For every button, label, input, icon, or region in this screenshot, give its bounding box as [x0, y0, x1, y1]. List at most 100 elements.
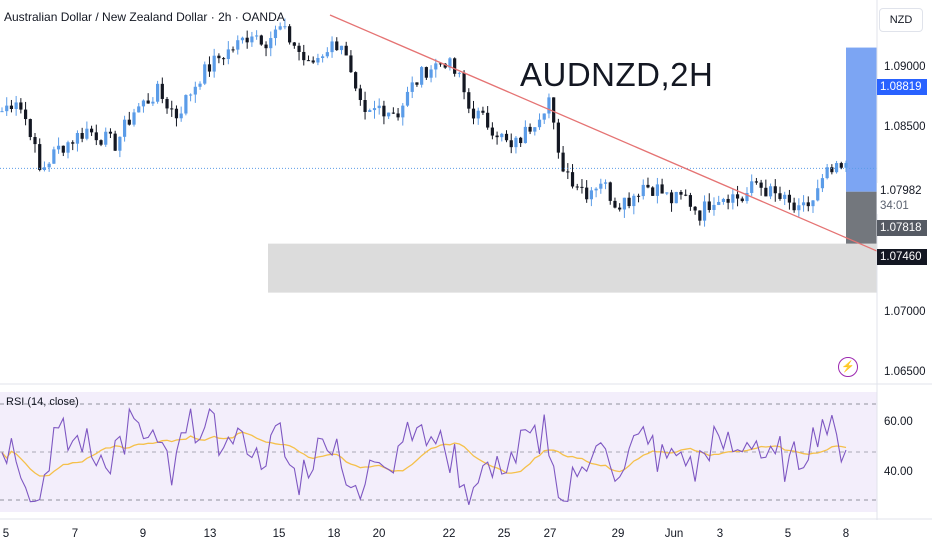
candle-body: [556, 122, 560, 153]
candle-body: [127, 119, 131, 125]
candle-body: [184, 95, 188, 114]
candle-body: [189, 94, 193, 96]
price-tick: 1.06500: [884, 366, 926, 378]
time-label: 13: [203, 528, 217, 540]
candle-body: [382, 105, 386, 117]
currency-button[interactable]: NZD: [879, 8, 923, 32]
candle-body: [717, 201, 721, 205]
candle-body: [424, 67, 428, 78]
candle-body: [344, 45, 348, 56]
candle-body: [613, 200, 617, 208]
candle-body: [834, 163, 839, 173]
candle-body: [415, 82, 419, 85]
candle-body: [75, 133, 80, 144]
candle-body: [179, 113, 183, 119]
candle-body: [349, 55, 353, 73]
candle-body: [490, 127, 494, 136]
candle-body: [467, 92, 471, 109]
candle-body: [42, 167, 47, 170]
time-label: 9: [139, 528, 147, 540]
candle-body: [396, 113, 400, 118]
candle-body: [23, 109, 28, 120]
candle-body: [481, 110, 485, 113]
candle-body: [438, 63, 443, 65]
candle-body: [448, 58, 452, 68]
candle-body: [302, 51, 306, 61]
candle-body: [486, 112, 490, 128]
candle-body: [519, 137, 523, 144]
candle-body: [462, 72, 466, 93]
time-label: 15: [272, 528, 286, 540]
candle-body: [712, 204, 716, 210]
descending-trendline: [329, 14, 878, 252]
candle-body: [844, 162, 848, 168]
last-price-tag: 1.07982: [877, 183, 927, 199]
lightning-bolt-icon[interactable]: ⚡: [838, 357, 858, 377]
candle-body: [363, 100, 367, 112]
candle-body: [504, 133, 509, 141]
candle-body: [339, 45, 344, 51]
candle-body: [99, 140, 103, 145]
candle-body: [698, 210, 702, 221]
candle-body: [306, 60, 311, 62]
candle-body: [311, 60, 315, 63]
candle-body: [684, 194, 688, 196]
time-label: 18: [327, 528, 341, 540]
candle-body: [476, 110, 480, 119]
candle-body: [316, 57, 320, 63]
candle-body: [773, 186, 777, 194]
candle-body: [688, 195, 693, 207]
price-tick: 1.07000: [884, 306, 926, 318]
candle-body: [259, 35, 263, 45]
candle-body: [325, 52, 329, 57]
rsi-line: [1, 407, 847, 505]
candle-body: [387, 112, 391, 117]
rsi-plot: [0, 403, 877, 505]
candle-body: [132, 112, 136, 125]
candle-body: [702, 201, 707, 221]
candle-body: [679, 191, 683, 195]
candle-body: [297, 45, 301, 52]
candle-body: [754, 181, 759, 183]
candle-body: [669, 192, 674, 204]
rsi-tick: 60.00: [884, 416, 913, 428]
candle-body: [523, 126, 527, 144]
candle-body: [646, 184, 650, 188]
candle-body: [594, 188, 598, 191]
time-label: 27: [543, 528, 557, 540]
candle-body: [641, 184, 645, 197]
candle-body: [330, 41, 334, 53]
candle-body: [618, 207, 622, 210]
candle-body: [627, 197, 631, 207]
candle-body: [674, 191, 678, 204]
candle-body: [500, 133, 504, 138]
candle-body: [608, 182, 612, 201]
candle-body: [391, 112, 395, 114]
candle-body: [603, 182, 608, 184]
time-label: Jun: [664, 528, 684, 540]
candle-body: [198, 83, 202, 87]
rsi-label[interactable]: RSI (14, close): [6, 396, 79, 408]
candle-body: [160, 83, 164, 99]
candle-body: [335, 41, 339, 51]
time-label: 7: [71, 528, 79, 540]
candle-body: [434, 63, 438, 70]
trendline[interactable]: [329, 14, 878, 252]
candle-body: [38, 144, 42, 170]
chart-annotation-title: AUDNZD,2H: [520, 56, 714, 93]
time-label: 22: [442, 528, 456, 540]
candle-body: [47, 163, 51, 168]
candle-body: [288, 26, 292, 43]
candle-body: [768, 186, 773, 197]
candle-body: [207, 64, 212, 72]
candle-body: [217, 55, 221, 59]
candle-body: [420, 67, 424, 85]
candle-body: [839, 163, 843, 168]
candle-body: [542, 113, 546, 120]
candle-body: [792, 202, 796, 211]
support-price-tag: 1.07460: [877, 249, 927, 265]
candle-body: [783, 194, 787, 199]
candle-body: [778, 193, 782, 199]
symbol-title[interactable]: Australian Dollar / New Zealand Dollar ·…: [4, 10, 285, 24]
